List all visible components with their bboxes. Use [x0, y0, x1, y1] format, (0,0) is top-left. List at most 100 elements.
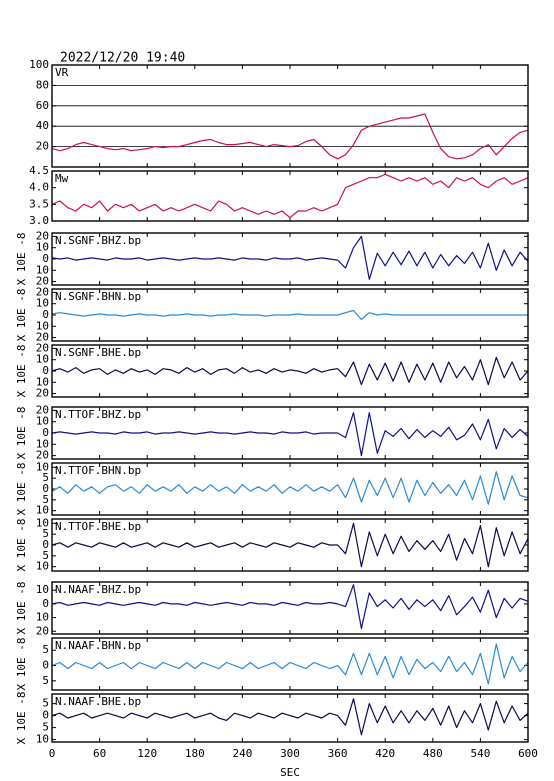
panel-frame: [51, 518, 529, 572]
y-axis-label: X 10E -8: [15, 463, 28, 516]
y-tick-label: 20: [36, 331, 49, 344]
panel-frame: [51, 64, 529, 168]
y-tick-label: 4.5: [29, 164, 49, 177]
x-tick-label: 420: [375, 747, 395, 760]
y-tick-label: 4.0: [29, 181, 49, 194]
y-tick-label: 10: [36, 319, 49, 332]
x-tick-label: 60: [93, 747, 106, 760]
trace: [51, 471, 529, 505]
trace: [51, 356, 529, 386]
y-tick-label: 10: [36, 437, 49, 450]
y-tick-label: 10: [36, 611, 49, 624]
y-tick-label: 20: [36, 403, 49, 416]
y-tick-label: 40: [36, 119, 49, 132]
trace: [51, 412, 529, 457]
panel-frame: [51, 462, 529, 516]
trace: [51, 113, 529, 160]
panel-label: N.NAAF.BHN.bp: [55, 639, 141, 652]
panel-label: N.TTOF.BHN.bp: [55, 464, 141, 477]
panel-label: N.NAAF.BHZ.bp: [55, 583, 141, 596]
x-tick-label: 540: [470, 747, 490, 760]
y-tick-label: 10: [36, 263, 49, 276]
y-tick-label: 0: [42, 482, 49, 495]
panel-label: N.TTOF.BHE.bp: [55, 520, 141, 533]
panel-frame: [51, 637, 529, 691]
panel-label: N.TTOF.BHZ.bp: [55, 408, 141, 421]
y-tick-label: 100: [29, 58, 49, 71]
y-tick-label: 5: [42, 697, 49, 710]
panel-label: VR: [55, 66, 69, 79]
y-tick-label: 3.0: [29, 214, 49, 227]
y-tick-label: 0: [42, 252, 49, 265]
y-axis-label: X 10E -8: [15, 519, 28, 572]
x-tick-label: 180: [185, 747, 205, 760]
y-tick-label: 5: [42, 643, 49, 656]
x-tick-label: 300: [280, 747, 300, 760]
trace: [51, 235, 529, 280]
trace: [51, 309, 528, 321]
y-tick-label: 10: [36, 297, 49, 310]
x-tick-label: 600: [518, 747, 538, 760]
y-tick-label: 10: [36, 583, 49, 596]
panel-label: N.SGNF.BHN.bp: [55, 290, 141, 303]
y-tick-label: 10: [36, 415, 49, 428]
panel-label: N.SGNF.BHZ.bp: [55, 234, 141, 247]
y-axis-label: X 10E -8: [15, 582, 28, 635]
y-tick-label: 0: [42, 364, 49, 377]
trace: [51, 643, 529, 685]
y-tick-label: 10: [36, 241, 49, 254]
y-tick-label: 20: [36, 229, 49, 242]
y-tick-label: 10: [36, 353, 49, 366]
panel-label: Mw: [55, 172, 69, 185]
y-tick-label: 60: [36, 99, 49, 112]
y-tick-label: 20: [36, 624, 49, 637]
y-tick-label: 0: [42, 659, 49, 672]
trace: [51, 584, 529, 630]
y-axis-label: X 10E -8: [15, 345, 28, 398]
panel-frame: [51, 693, 529, 743]
y-axis-label: X 10E -8: [15, 638, 28, 691]
panel-label: N.SGNF.BHE.bp: [55, 346, 141, 359]
y-tick-label: 20: [36, 387, 49, 400]
y-tick-label: 10: [36, 560, 49, 573]
y-tick-label: 5: [42, 527, 49, 540]
y-tick-label: 80: [36, 78, 49, 91]
y-tick-label: 10: [36, 733, 49, 746]
y-tick-label: 5: [42, 493, 49, 506]
trace: [51, 173, 529, 219]
y-tick-label: 10: [36, 504, 49, 517]
y-axis-label: X 10E -8: [15, 289, 28, 342]
panel-frame: [51, 170, 529, 222]
chart-title: 2022/12/20 19:40: [60, 51, 185, 66]
y-tick-label: 0: [42, 308, 49, 321]
panel-frame: [51, 232, 529, 286]
panel-frame: [51, 406, 529, 460]
panel-label: N.NAAF.BHE.bp: [55, 695, 141, 708]
y-tick-label: 0: [42, 597, 49, 610]
y-tick-label: 20: [36, 285, 49, 298]
x-tick-label: 480: [423, 747, 443, 760]
y-axis-label: X 10E -8: [15, 233, 28, 286]
panel-frame: [51, 581, 529, 635]
x-tick-label: 120: [137, 747, 157, 760]
x-tick-label: 360: [328, 747, 348, 760]
panel-frame: [51, 288, 529, 342]
panel-frame: [51, 344, 529, 398]
trace: [51, 522, 529, 568]
y-tick-label: 10: [36, 460, 49, 473]
y-tick-label: 5: [42, 674, 49, 687]
y-tick-label: 0: [42, 426, 49, 439]
trace: [51, 698, 529, 736]
y-tick-label: 5: [42, 549, 49, 562]
y-tick-label: 5: [42, 721, 49, 734]
y-axis-label: X 10E -8: [15, 407, 28, 460]
y-tick-label: 10: [36, 516, 49, 529]
y-tick-label: 5: [42, 471, 49, 484]
y-tick-label: 20: [36, 449, 49, 462]
x-axis-label: SEC: [280, 766, 300, 779]
y-tick-label: 20: [36, 341, 49, 354]
y-tick-label: 20: [36, 275, 49, 288]
y-tick-label: 0: [42, 709, 49, 722]
y-tick-label: 3.5: [29, 197, 49, 210]
